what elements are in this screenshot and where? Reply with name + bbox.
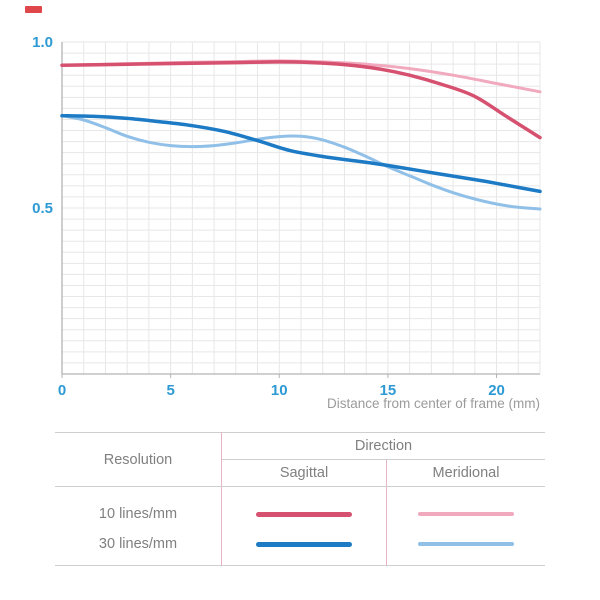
line-swatch-10-meridional bbox=[418, 512, 514, 516]
line-swatch-10-sagittal bbox=[256, 511, 352, 517]
brand-mark bbox=[25, 6, 42, 13]
meridional-column-header: Meridional bbox=[386, 459, 545, 487]
legend-subheader-row: Sagittal Meridional bbox=[55, 459, 545, 487]
legend-swatch-cell bbox=[221, 486, 387, 529]
legend-table: Resolution Direction Sagittal Meridional… bbox=[55, 432, 545, 566]
svg-text:10: 10 bbox=[271, 382, 288, 399]
line-swatch-30-meridional bbox=[418, 542, 514, 546]
legend-header-row: Resolution Direction bbox=[55, 432, 545, 487]
sagittal-column-header: Sagittal bbox=[221, 459, 387, 487]
svg-text:1.0: 1.0 bbox=[32, 34, 53, 51]
svg-text:0: 0 bbox=[58, 382, 66, 399]
legend-swatch-cell bbox=[387, 529, 546, 566]
legend-row-10-lines: 10 lines/mm bbox=[55, 486, 546, 530]
resolution-header-cell: Resolution bbox=[55, 432, 222, 487]
legend-swatch-cell bbox=[387, 487, 546, 530]
svg-text:5: 5 bbox=[166, 382, 174, 399]
svg-text:Distance from center of frame: Distance from center of frame (mm) bbox=[327, 396, 540, 411]
svg-text:15: 15 bbox=[380, 382, 397, 399]
mtf-line-chart: 0 5 10 15 20 0.5 1.0 Distance from center of fr… bbox=[32, 34, 542, 411]
legend-row-label: 30 lines/mm bbox=[55, 529, 222, 566]
line-swatch-30-sagittal bbox=[256, 541, 352, 547]
svg-text:0.5: 0.5 bbox=[32, 200, 53, 217]
svg-text:20: 20 bbox=[488, 382, 505, 399]
legend-row-label: 10 lines/mm bbox=[55, 486, 222, 529]
legend-swatch-cell bbox=[221, 529, 387, 566]
legend-row-30-lines: 30 lines/mm bbox=[55, 529, 545, 566]
direction-header-cell: Direction bbox=[221, 432, 545, 460]
